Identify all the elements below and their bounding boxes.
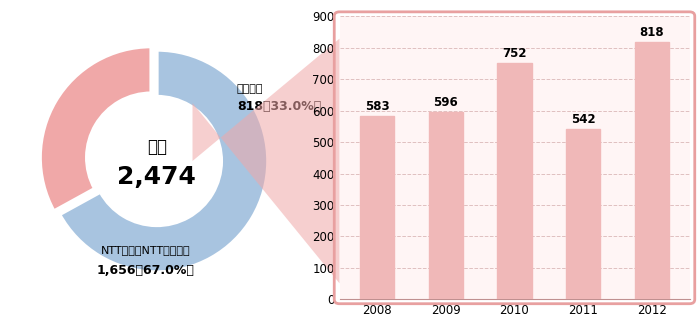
Bar xyxy=(566,129,601,299)
Circle shape xyxy=(92,97,221,225)
Bar xyxy=(497,63,532,299)
Text: 818（33.0%）: 818（33.0%） xyxy=(237,100,321,113)
Text: NTTおよびNTTグループ: NTTおよびNTTグループ xyxy=(101,245,190,255)
Bar xyxy=(428,112,463,299)
Wedge shape xyxy=(60,50,268,272)
Polygon shape xyxy=(193,39,340,283)
Bar xyxy=(360,116,394,299)
Bar xyxy=(635,42,669,299)
Text: 752: 752 xyxy=(503,47,526,60)
Text: 1,656（67.0%）: 1,656（67.0%） xyxy=(97,264,195,277)
Text: 583: 583 xyxy=(365,100,390,113)
Wedge shape xyxy=(40,47,151,211)
Text: 2,474: 2,474 xyxy=(118,165,196,189)
Text: 818: 818 xyxy=(639,26,664,39)
Text: 542: 542 xyxy=(570,113,596,126)
Text: 596: 596 xyxy=(433,96,459,109)
Text: 合計: 合計 xyxy=(147,137,167,156)
Text: 一般市場: 一般市場 xyxy=(237,84,263,94)
